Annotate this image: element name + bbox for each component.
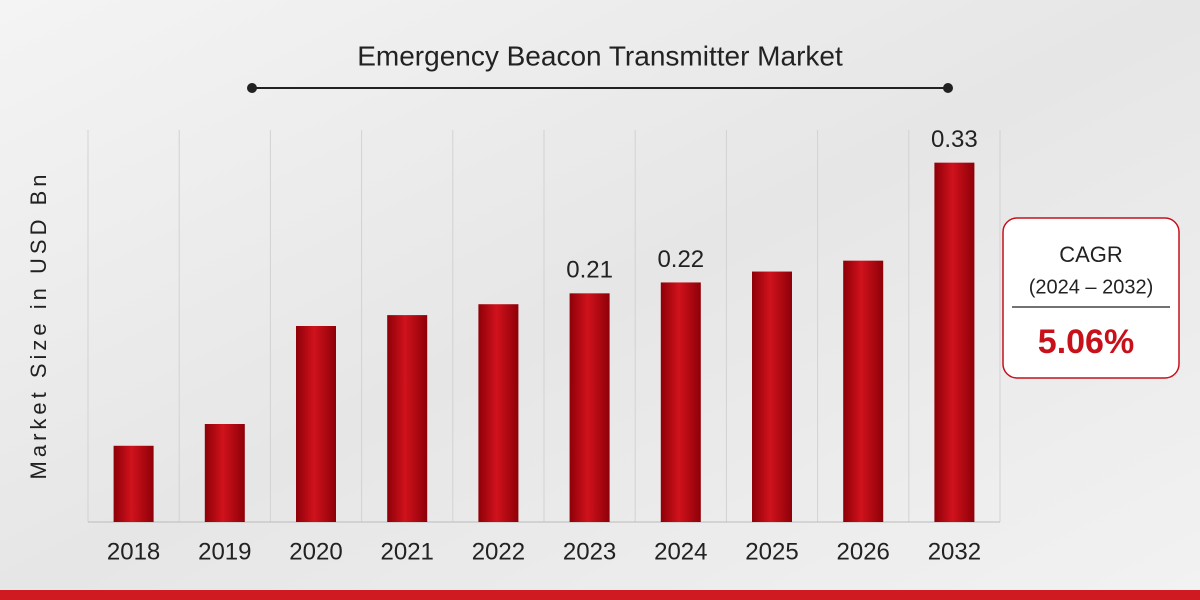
x-tick-label: 2018 xyxy=(107,538,160,565)
x-tick-label: 2025 xyxy=(745,538,798,565)
x-tick-label: 2021 xyxy=(381,538,434,565)
x-tick-label: 2022 xyxy=(472,538,525,565)
bar xyxy=(113,445,154,522)
cagr-label: CAGR xyxy=(1059,242,1123,267)
x-tick-label: 2023 xyxy=(563,538,616,565)
cagr-frame xyxy=(1002,217,1180,379)
bar xyxy=(204,424,245,522)
chart-title: Emergency Beacon Transmitter Market xyxy=(357,40,843,71)
bar xyxy=(752,271,792,522)
bar xyxy=(660,282,701,522)
bar xyxy=(296,326,336,522)
data-label: 0.22 xyxy=(657,246,704,273)
x-tick-label: 2019 xyxy=(198,538,251,565)
cagr-box: CAGR (2024 – 2032) 5.06% xyxy=(1002,217,1180,379)
bar xyxy=(478,304,519,522)
bottom-strip xyxy=(0,590,1200,600)
x-tick-label: 2024 xyxy=(654,538,707,565)
bar xyxy=(934,162,975,522)
x-tick-label: 2032 xyxy=(928,538,981,565)
y-axis-label: Market Size in USD Bn xyxy=(26,171,51,480)
cagr-period: (2024 – 2032) xyxy=(1029,276,1154,298)
data-label: 0.33 xyxy=(931,126,978,153)
bar xyxy=(569,293,610,522)
bar xyxy=(843,260,884,522)
x-tick-label: 2020 xyxy=(289,538,342,565)
rule-dot xyxy=(247,83,257,93)
data-label: 0.21 xyxy=(566,257,613,284)
cagr-value: 5.06% xyxy=(1038,323,1134,361)
bar xyxy=(387,315,428,522)
rule-dot xyxy=(943,83,953,93)
x-tick-label: 2026 xyxy=(837,538,890,565)
